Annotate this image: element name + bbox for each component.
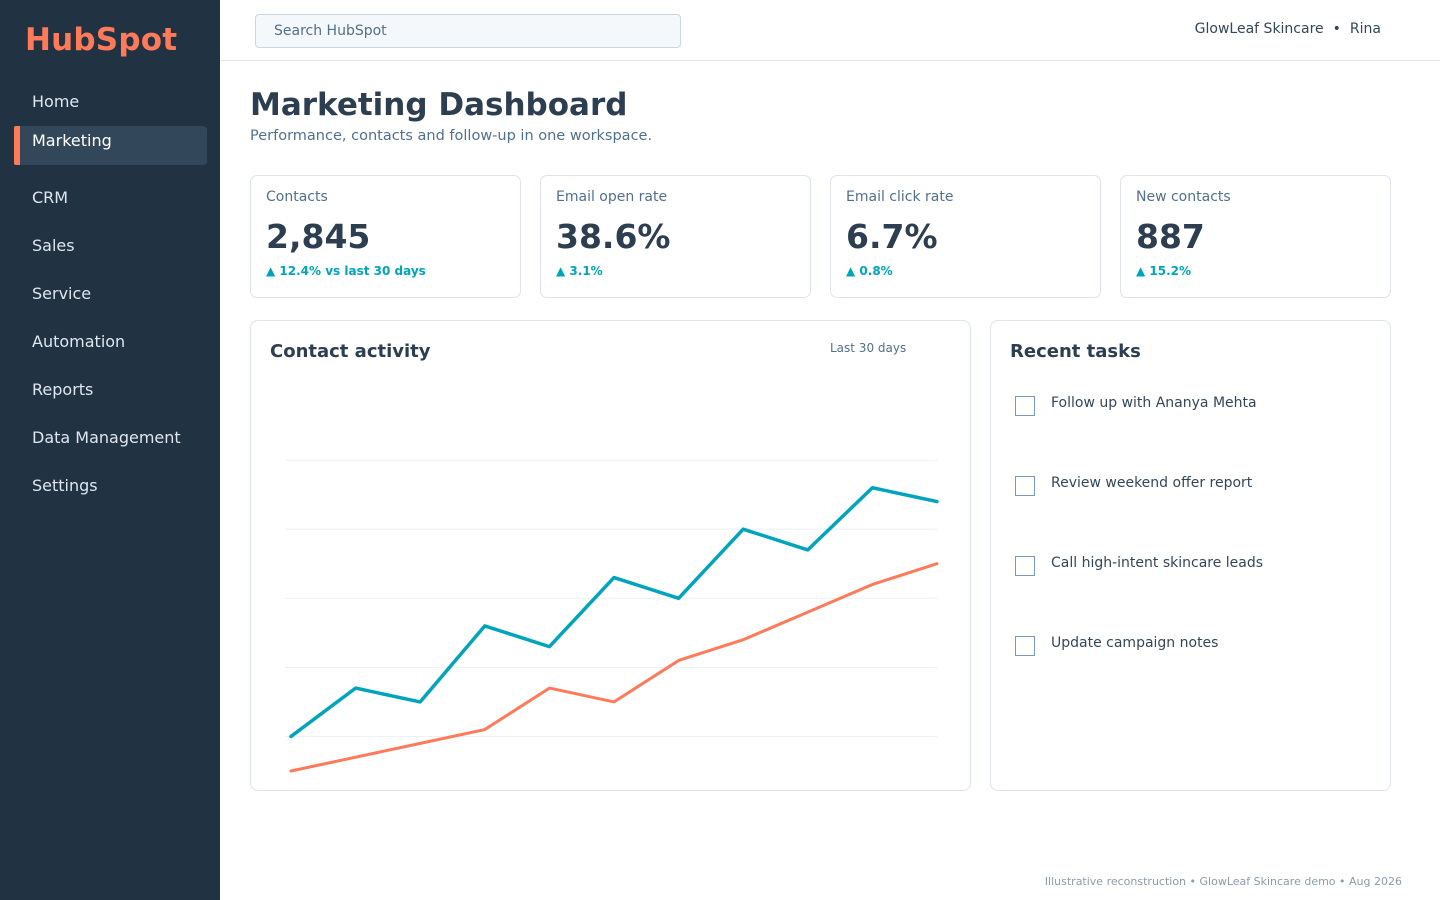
kpi-delta: ▲ 0.8% [846, 264, 893, 278]
date-range-selector[interactable]: Last 30 days [830, 341, 907, 355]
sidebar-item-data-management[interactable]: Data Management [14, 414, 207, 453]
sidebar-item-label: Data Management [32, 428, 181, 447]
task-label: Follow up with Ananya Mehta [1051, 395, 1257, 411]
task-item: Update campaign notes [1015, 633, 1375, 656]
task-checkbox[interactable] [1015, 636, 1035, 656]
task-item: Call high-intent skincare leads [1015, 553, 1375, 576]
task-checkbox[interactable] [1015, 396, 1035, 416]
task-label: Call high-intent skincare leads [1051, 555, 1264, 571]
sidebar-item-home[interactable]: Home [14, 78, 207, 117]
task-label: Review weekend offer report [1051, 475, 1253, 491]
sidebar-item-crm[interactable]: CRM [14, 174, 207, 213]
task-checkbox[interactable] [1015, 476, 1035, 496]
sidebar-item-label: Sales [32, 236, 75, 255]
kpi-label: Contacts [266, 189, 328, 205]
footer-note: Illustrative reconstruction • GlowLeaf S… [1044, 875, 1402, 888]
sidebar-item-reports[interactable]: Reports [14, 366, 207, 405]
sidebar-nav: Home Marketing CRM Sales Service Automat… [14, 78, 207, 510]
panel-title: Recent tasks [1010, 341, 1141, 362]
account-name: GlowLeaf Skincare [1194, 21, 1324, 37]
sidebar-item-label: Service [32, 284, 92, 303]
top-bar: GlowLeaf Skincare • Rina [221, 0, 1440, 61]
sidebar-item-sales[interactable]: Sales [14, 222, 207, 261]
kpi-card-email-click-rate[interactable]: Email click rate 6.7% ▲ 0.8% [830, 175, 1101, 298]
sidebar-item-marketing[interactable]: Marketing [14, 126, 207, 165]
sidebar-item-label: CRM [32, 188, 69, 207]
kpi-card-email-open-rate[interactable]: Email open rate 38.6% ▲ 3.1% [540, 175, 811, 298]
chart-series-line-2 [289, 562, 939, 773]
sidebar-item-label: Automation [32, 332, 126, 351]
kpi-delta: ▲ 12.4% vs last 30 days [266, 264, 426, 278]
kpi-value: 2,845 [266, 217, 371, 256]
sidebar-item-automation[interactable]: Automation [14, 318, 207, 357]
task-item: Review weekend offer report [1015, 473, 1375, 496]
contact-activity-chart [285, 459, 939, 773]
sidebar: HubSpot Home Marketing CRM Sales Service… [0, 0, 220, 900]
contact-activity-panel: Contact activity Last 30 days [250, 320, 971, 791]
chart-series-line-1 [289, 485, 939, 739]
kpi-delta: ▲ 3.1% [556, 264, 603, 278]
sidebar-item-label: Marketing [32, 131, 112, 150]
sidebar-item-label: Home [32, 92, 80, 111]
sidebar-item-service[interactable]: Service [14, 270, 207, 309]
account-menu[interactable]: GlowLeaf Skincare • Rina [1195, 21, 1381, 37]
kpi-value: 887 [1136, 217, 1205, 256]
sidebar-item-label: Reports [32, 380, 94, 399]
recent-tasks-panel: Recent tasks Follow up with Ananya Mehta… [990, 320, 1391, 791]
kpi-delta: ▲ 15.2% [1136, 264, 1192, 278]
kpi-label: Email open rate [556, 189, 668, 205]
kpi-value: 38.6% [556, 217, 671, 256]
sidebar-item-label: Settings [32, 476, 98, 495]
task-item: Follow up with Ananya Mehta [1015, 393, 1375, 416]
page-title: Marketing Dashboard [250, 87, 628, 123]
kpi-value: 6.7% [846, 217, 938, 256]
task-checkbox[interactable] [1015, 556, 1035, 576]
brand-logo[interactable]: HubSpot [25, 22, 178, 58]
kpi-label: New contacts [1136, 189, 1231, 205]
search-input[interactable] [255, 14, 681, 48]
user-name: Rina [1349, 21, 1381, 37]
page-subtitle: Performance, contacts and follow-up in o… [250, 128, 653, 144]
kpi-label: Email click rate [846, 189, 954, 205]
kpi-card-contacts[interactable]: Contacts 2,845 ▲ 12.4% vs last 30 days [250, 175, 521, 298]
kpi-card-new-contacts[interactable]: New contacts 887 ▲ 15.2% [1120, 175, 1391, 298]
sidebar-item-settings[interactable]: Settings [14, 462, 207, 501]
panel-title: Contact activity [270, 341, 431, 362]
task-label: Update campaign notes [1051, 635, 1219, 651]
account-separator: • [1332, 21, 1341, 37]
